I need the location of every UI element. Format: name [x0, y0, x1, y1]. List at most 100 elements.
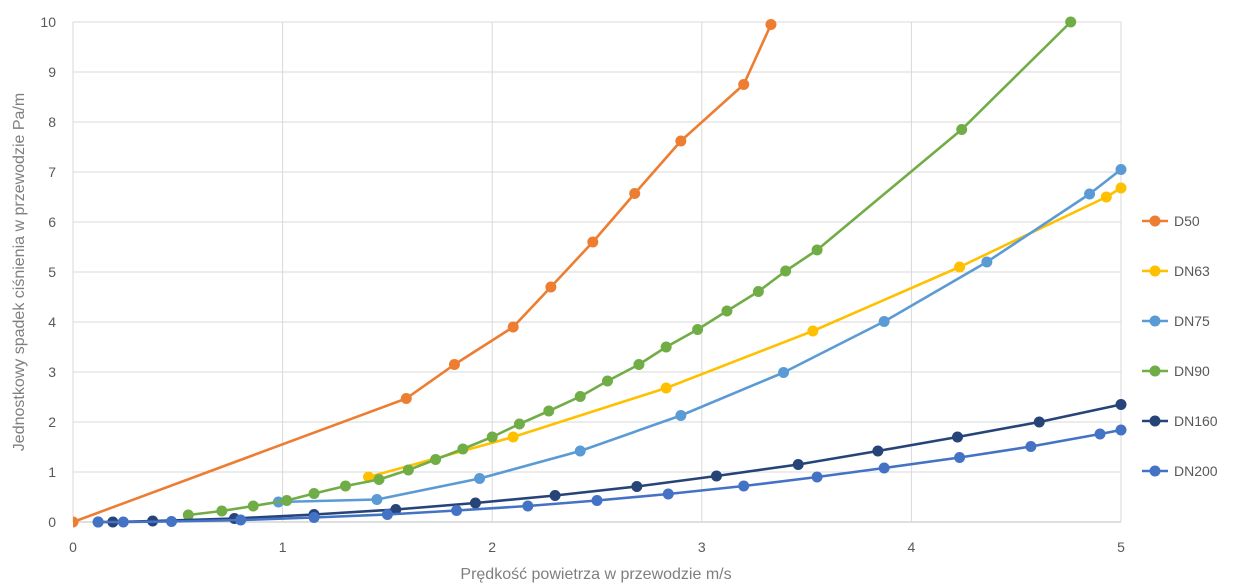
x-tick-label: 1: [279, 539, 287, 555]
x-tick-label: 5: [1117, 539, 1125, 555]
data-point-dn90: [486, 431, 498, 443]
legend-label-d50: D50: [1174, 213, 1200, 229]
data-point-dn90: [692, 324, 704, 335]
x-tick-label: 4: [908, 539, 916, 555]
series-dn90: [182, 16, 1077, 521]
x-tick-label: 3: [698, 539, 706, 555]
data-point-dn160: [710, 470, 722, 482]
data-point-dn160: [549, 490, 561, 501]
data-point-dn160: [792, 459, 804, 470]
data-point-dn200: [1115, 424, 1127, 436]
data-point-dn200: [1094, 428, 1106, 440]
data-point-dn90: [811, 244, 823, 256]
data-point-dn75: [675, 410, 687, 421]
legend-label-dn75: DN75: [1174, 313, 1210, 329]
data-point-dn75: [778, 367, 790, 378]
data-point-dn90: [956, 124, 968, 135]
legend-marker-dn63: [1149, 265, 1161, 277]
gridlines: [72, 21, 1122, 523]
data-point-d50: [738, 79, 750, 90]
legend-marker-d50: [1149, 215, 1161, 227]
series-dn200: [92, 424, 1127, 528]
data-point-dn75: [371, 494, 383, 505]
x-tick-label: 2: [488, 539, 496, 555]
x-axis: 0 1 2 3 4 5: [69, 539, 1125, 555]
data-point-dn75: [474, 473, 486, 484]
data-point-dn160: [952, 431, 964, 443]
y-tick-label: 5: [48, 264, 56, 280]
legend-item-dn200: DN200: [1142, 463, 1218, 479]
data-point-dn75: [1115, 164, 1127, 175]
data-point-d50: [629, 188, 641, 199]
data-point-dn200: [308, 512, 320, 523]
data-point-dn200: [878, 462, 890, 474]
data-point-dn90: [402, 464, 414, 476]
data-point-dn63: [660, 382, 672, 394]
data-point-dn63: [507, 431, 519, 443]
data-point-dn90: [1065, 16, 1077, 28]
y-tick-label: 7: [48, 164, 56, 180]
data-point-dn200: [451, 505, 463, 516]
data-point-dn63: [954, 261, 966, 273]
data-point-dn200: [811, 471, 823, 483]
series-dn75: [272, 164, 1127, 508]
data-point-dn90: [543, 405, 555, 417]
data-point-dn90: [457, 443, 469, 455]
data-point-dn90: [430, 454, 442, 465]
data-point-dn200: [1025, 441, 1037, 452]
y-axis: 0 1 2 3 4 5 6 7 8 9 10: [40, 14, 56, 530]
data-point-dn160: [631, 481, 643, 492]
data-point-dn90: [373, 474, 385, 485]
legend-marker-dn200: [1149, 465, 1161, 477]
legend-item-d50: D50: [1142, 213, 1200, 229]
series-dn160: [92, 399, 1127, 528]
data-point-dn90: [780, 265, 792, 277]
series-line-dn63: [367, 186, 1123, 479]
data-point-dn200: [662, 488, 674, 500]
data-point-d50: [587, 236, 599, 248]
data-point-dn75: [878, 316, 890, 327]
data-point-d50: [765, 19, 777, 30]
data-point-dn90: [513, 418, 525, 430]
data-point-d50: [400, 393, 412, 404]
legend-item-dn160: DN160: [1142, 413, 1218, 429]
series-d50: [73, 19, 777, 528]
y-tick-label: 9: [48, 64, 56, 80]
data-point-dn200: [235, 514, 247, 526]
data-point-dn200: [738, 480, 750, 492]
data-point-dn200: [954, 452, 966, 463]
data-point-dn160: [1115, 399, 1127, 410]
legend-marker-dn75: [1149, 315, 1161, 327]
data-point-d50: [675, 135, 687, 147]
legend-label-dn200: DN200: [1174, 463, 1218, 479]
data-point-dn90: [339, 480, 351, 492]
data-point-dn90: [601, 375, 613, 387]
series-line-dn75: [277, 168, 1123, 504]
data-point-dn90: [633, 359, 645, 370]
x-tick-label: 0: [69, 539, 77, 555]
data-point-dn90: [247, 500, 259, 512]
data-point-dn75: [981, 256, 993, 268]
y-tick-label: 3: [48, 364, 56, 380]
series-dn63: [363, 182, 1127, 483]
legend-marker-dn160: [1149, 415, 1161, 427]
y-tick-label: 2: [48, 414, 56, 430]
data-point-dn200: [381, 509, 393, 520]
data-point-dn200: [166, 516, 178, 527]
legend: D50 DN63 DN75 DN90 DN160 DN200: [1142, 213, 1218, 479]
data-point-dn90: [308, 488, 320, 499]
data-point-dn75: [574, 445, 586, 457]
legend-item-dn63: DN63: [1142, 263, 1210, 279]
series-line-d50: [73, 23, 773, 524]
data-point-dn200: [92, 516, 104, 528]
data-point-dn200: [591, 495, 603, 506]
y-tick-label: 10: [40, 14, 56, 30]
data-point-dn63: [1100, 191, 1112, 203]
data-point-dn75: [1084, 188, 1096, 200]
data-point-dn90: [752, 286, 764, 297]
data-point-dn90: [721, 305, 733, 317]
legend-item-dn90: DN90: [1142, 363, 1210, 379]
legend-label-dn90: DN90: [1174, 363, 1210, 379]
data-point-dn200: [522, 500, 534, 512]
